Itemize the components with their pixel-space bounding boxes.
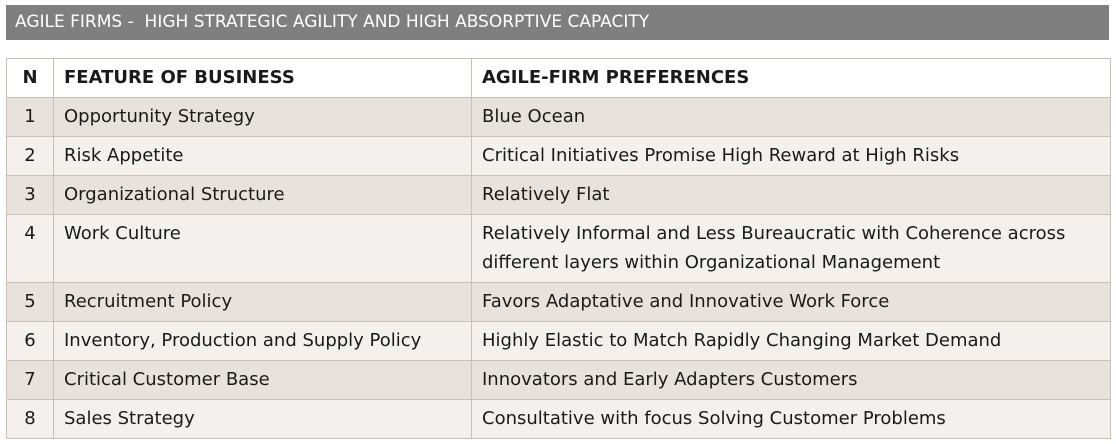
preference-cell: Innovators and Early Adapters Customers xyxy=(471,360,1111,400)
row-number: 2 xyxy=(6,136,54,176)
row-number: 5 xyxy=(6,282,54,322)
page-title: AGILE FIRMS - HIGH STRATEGIC AGILITY AND… xyxy=(6,5,1109,40)
preference-cell: Relatively Flat xyxy=(471,175,1111,215)
feature-cell: Recruitment Policy xyxy=(53,282,472,322)
row-number: 1 xyxy=(6,97,54,137)
feature-cell: Opportunity Strategy xyxy=(53,97,472,137)
table-row: 1 Opportunity Strategy Blue Ocean xyxy=(6,97,1111,137)
preference-cell: Favors Adaptative and Innovative Work Fo… xyxy=(471,282,1111,322)
table-row: 3 Organizational Structure Relatively Fl… xyxy=(6,175,1111,215)
row-number: 4 xyxy=(6,214,54,283)
row-number: 8 xyxy=(6,399,54,439)
column-header-n: N xyxy=(6,58,54,98)
column-header-feature: FEATURE OF BUSINESS xyxy=(53,58,472,98)
feature-cell: Organizational Structure xyxy=(53,175,472,215)
column-header-preference: AGILE-FIRM PREFERENCES xyxy=(471,58,1111,98)
preference-cell: Highly Elastic to Match Rapidly Changing… xyxy=(471,321,1111,361)
feature-cell: Work Culture xyxy=(53,214,472,283)
table-row: 7 Critical Customer Base Innovators and … xyxy=(6,360,1111,400)
feature-cell: Inventory, Production and Supply Policy xyxy=(53,321,472,361)
feature-cell: Sales Strategy xyxy=(53,399,472,439)
table-row: 2 Risk Appetite Critical Initiatives Pro… xyxy=(6,136,1111,176)
feature-cell: Risk Appetite xyxy=(53,136,472,176)
preference-cell: Blue Ocean xyxy=(471,97,1111,137)
agile-firm-preferences-table: N FEATURE OF BUSINESS AGILE-FIRM PREFERE… xyxy=(6,58,1111,439)
table-row: 6 Inventory, Production and Supply Polic… xyxy=(6,321,1111,361)
preference-cell: Relatively Informal and Less Bureaucrati… xyxy=(471,214,1111,283)
row-number: 3 xyxy=(6,175,54,215)
table-header-row: N FEATURE OF BUSINESS AGILE-FIRM PREFERE… xyxy=(6,58,1111,98)
feature-cell: Critical Customer Base xyxy=(53,360,472,400)
table-row: 5 Recruitment Policy Favors Adaptative a… xyxy=(6,282,1111,322)
preference-cell: Critical Initiatives Promise High Reward… xyxy=(471,136,1111,176)
preference-cell: Consultative with focus Solving Customer… xyxy=(471,399,1111,439)
table-row: 8 Sales Strategy Consultative with focus… xyxy=(6,399,1111,439)
row-number: 6 xyxy=(6,321,54,361)
table-row: 4 Work Culture Relatively Informal and L… xyxy=(6,214,1111,283)
row-number: 7 xyxy=(6,360,54,400)
